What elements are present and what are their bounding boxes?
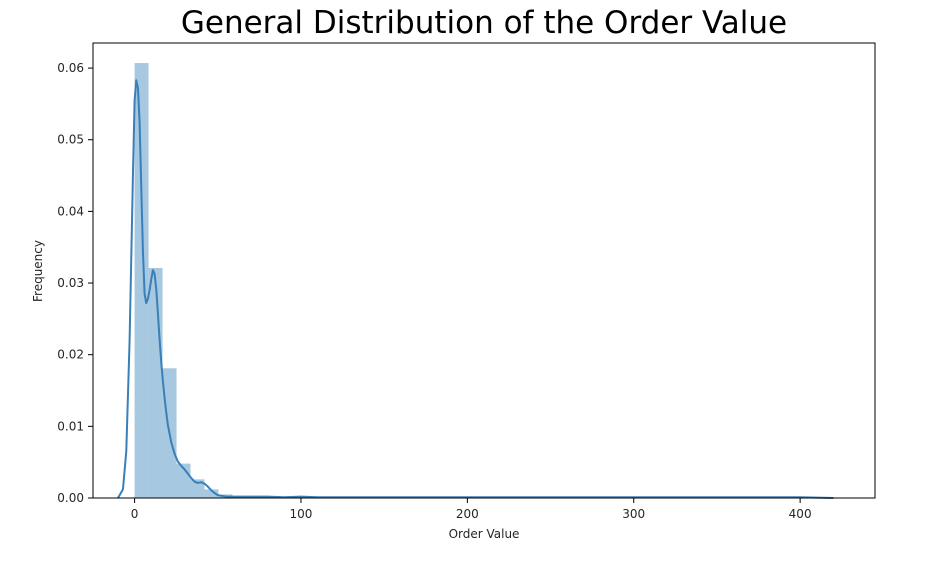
x-tick-label-300: 300 xyxy=(622,507,645,521)
y-axis-title: Frequency xyxy=(31,240,45,302)
bars-layer xyxy=(134,63,331,499)
y-axis: 0.00 0.01 0.02 0.03 0.04 0.05 0.06 xyxy=(57,61,93,505)
y-tick-label-0.02: 0.02 xyxy=(57,348,84,362)
x-tick-label-200: 200 xyxy=(456,507,479,521)
y-tick-label-0.03: 0.03 xyxy=(57,276,84,290)
kde-layer xyxy=(117,79,834,499)
histogram-bar-5 xyxy=(204,489,219,498)
x-tick-label-0: 0 xyxy=(131,507,139,521)
x-axis: 0 100 200 300 400 xyxy=(131,498,812,521)
y-tick-label-0.04: 0.04 xyxy=(57,204,84,218)
histogram-bar-0 xyxy=(134,63,149,499)
y-tick-label-0.05: 0.05 xyxy=(57,133,84,147)
chart-title: General Distribution of the Order Value xyxy=(181,5,787,41)
kde-line xyxy=(117,79,834,499)
histogram-bar-4 xyxy=(190,479,205,498)
y-tick-label-0.00: 0.00 xyxy=(57,491,84,505)
x-axis-title: Order Value xyxy=(449,527,520,541)
x-tick-label-100: 100 xyxy=(290,507,313,521)
y-tick-label-0.06: 0.06 xyxy=(57,61,84,75)
histogram-bar-1 xyxy=(148,267,163,498)
y-tick-label-0.01: 0.01 xyxy=(57,419,84,433)
x-tick-label-400: 400 xyxy=(789,507,812,521)
plot-frame xyxy=(92,42,876,499)
